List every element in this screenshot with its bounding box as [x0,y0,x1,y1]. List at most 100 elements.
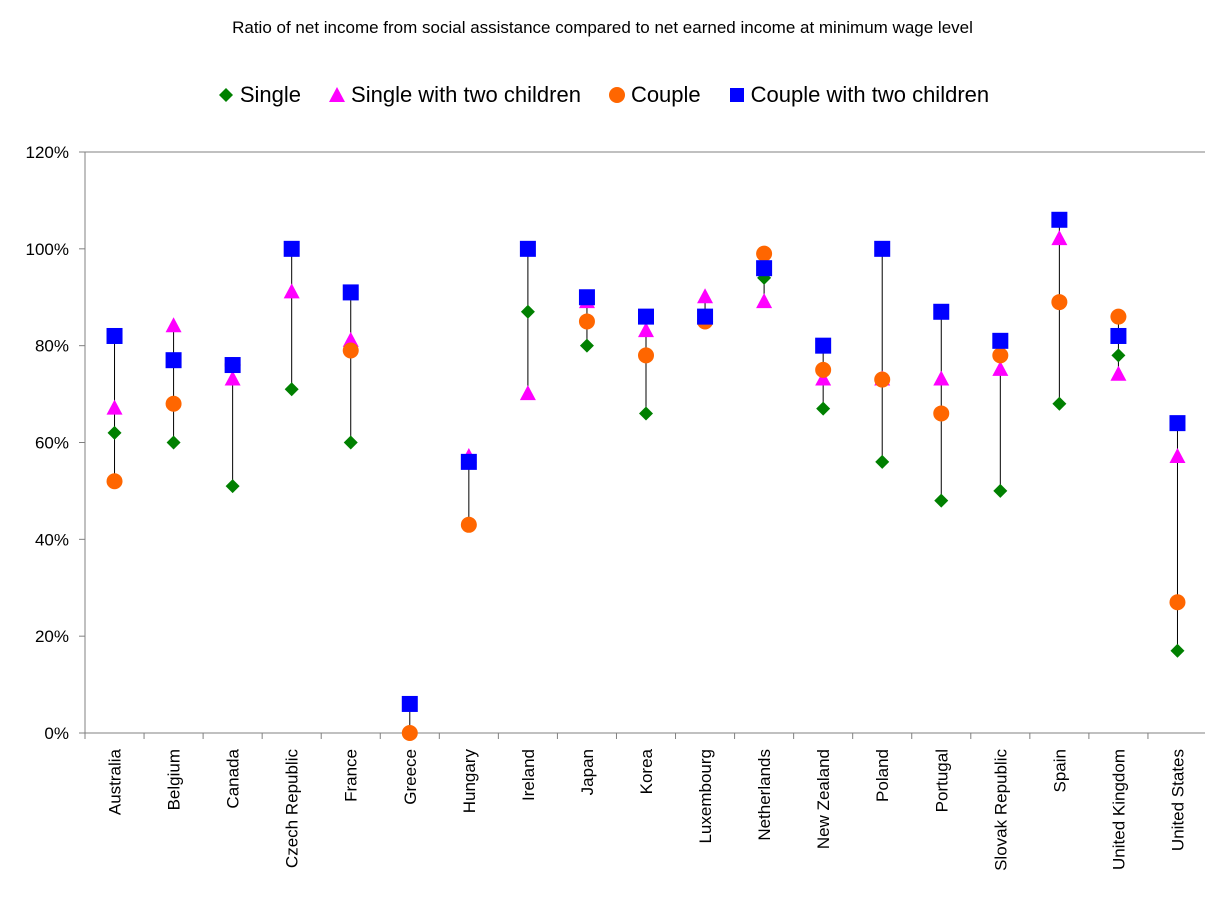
data-point-couple [106,473,123,490]
data-point-couple [460,516,477,533]
x-tick-label: France [342,749,361,802]
legend-item-single-with-two-children: Single with two children [327,82,581,108]
data-point-couple-with-two-children [283,240,300,257]
x-tick-label: Spain [1050,749,1069,792]
data-point-couple-with-two-children [578,289,595,306]
data-point-single [639,406,653,421]
y-tick-label: 0% [44,724,69,743]
y-tick-label: 100% [26,240,69,259]
chart-title: Ratio of net income from social assistan… [232,18,973,37]
data-point-single-with-two-children [933,370,950,386]
x-tick-label: Korea [637,748,656,794]
data-point-couple [992,347,1009,364]
circle-marker-icon [608,87,625,103]
triangle-marker-icon [329,87,346,102]
data-point-single-with-two-children [756,293,773,309]
data-point-single [520,304,535,319]
data-point-couple-with-two-children [342,284,359,301]
y-tick-label: 80% [35,337,69,356]
data-point-single-with-two-children [106,399,123,415]
data-point-couple [401,725,418,741]
data-point-single [107,425,122,440]
data-point-couple-with-two-children [992,332,1009,349]
data-point-couple-with-two-children [1110,327,1127,344]
data-point-single [225,479,240,494]
data-point-couple-with-two-children [224,357,241,374]
data-point-single-with-two-children [1110,365,1127,381]
x-tick-label: Czech Republic [283,749,302,869]
data-point-single [875,454,890,469]
x-tick-label: Netherlands [755,749,774,841]
diamond-marker-icon [218,88,233,102]
data-point-single-with-two-children [1169,448,1186,464]
legend-label-couple: Couple [630,82,701,107]
x-tick-label: New Zealand [814,749,833,849]
data-point-single-with-two-children [638,322,654,338]
data-point-single-with-two-children [342,331,359,347]
data-point-couple [1051,294,1068,311]
y-tick-label: 40% [35,530,69,549]
data-point-couple-with-two-children [401,695,418,712]
data-point-couple-with-two-children [1051,211,1068,228]
legend-item-couple: Couple [607,82,701,108]
x-tick-label: United States [1168,749,1187,851]
data-point-couple-with-two-children [460,453,477,470]
data-point-single [816,401,831,416]
data-point-couple [578,313,595,330]
x-tick-label: Ireland [519,749,538,801]
x-tick-label: Hungary [460,749,479,814]
y-tick-label: 60% [35,434,69,453]
x-tick-label: United Kingdom [1109,749,1128,870]
data-point-single-with-two-children [815,370,832,386]
legend-label-single-with-two-children: Single with two children [351,82,581,107]
legend-item-single: Single [216,82,301,108]
data-point-single-with-two-children [1051,230,1068,246]
data-point-single-with-two-children [992,360,1009,376]
data-point-single-with-two-children [224,370,241,386]
data-point-single [1170,643,1185,658]
data-point-couple-with-two-children [874,240,891,257]
data-point-couple-with-two-children [106,327,123,344]
legend-label-single: Single [239,82,302,107]
legend-item-couple-with-two-children: Couple with two children [727,82,989,108]
data-point-couple-with-two-children [165,352,182,369]
legend-label-couple-with-two-children: Couple with two children [750,82,990,107]
data-point-single [993,483,1008,498]
data-point-couple-with-two-children [815,337,832,354]
x-tick-label: Australia [106,748,125,815]
data-point-couple [165,395,182,412]
data-point-couple-with-two-children [933,303,950,320]
data-point-single [166,435,181,450]
data-point-couple [1169,594,1186,611]
data-point-couple [933,405,950,422]
data-point-couple [638,347,654,364]
x-tick-label: Poland [873,749,892,802]
x-tick-label: Greece [401,749,420,805]
x-tick-label: Slovak Republic [991,749,1010,871]
data-point-single-with-two-children [165,317,182,333]
data-point-couple-with-two-children [519,240,536,257]
data-point-single [284,382,299,397]
data-point-single [343,435,358,450]
data-point-couple-with-two-children [1169,415,1186,432]
data-point-single [1111,348,1126,363]
x-tick-label: Portugal [932,749,951,812]
data-point-couple [815,361,832,378]
y-tick-label: 20% [35,627,69,646]
x-tick-label: Canada [224,748,243,808]
data-point-single [934,493,949,508]
data-point-couple [756,245,773,262]
data-point-couple-with-two-children [756,260,773,277]
data-point-single-with-two-children [519,385,536,401]
data-point-couple-with-two-children [638,308,654,325]
legend: Single Single with two children Couple C… [0,80,1205,110]
data-point-single-with-two-children [283,283,300,299]
y-tick-label: 120% [26,143,69,162]
square-marker-icon [729,88,744,102]
data-point-couple [874,371,891,388]
plot-area-border [84,151,1205,734]
x-tick-label: Luxembourg [696,749,715,844]
data-point-single [1052,396,1067,411]
data-point-couple [1110,308,1127,325]
